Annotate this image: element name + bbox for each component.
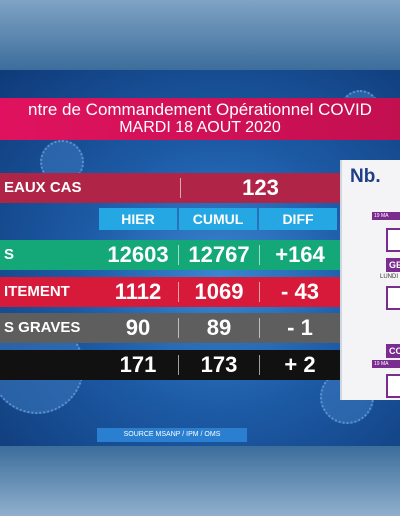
table-row: S GRAVES 90 89 - 1 xyxy=(0,313,340,343)
row-cumul: 12767 xyxy=(188,242,250,267)
row-label: ITEMENT xyxy=(4,283,70,300)
side-tag: GE xyxy=(386,258,400,272)
column-header-diff: DIFF xyxy=(259,208,337,230)
row-cumul: 1069 xyxy=(194,279,244,304)
row-diff: - 1 xyxy=(287,315,313,340)
frame-bottom xyxy=(0,446,400,516)
frame-top xyxy=(0,0,400,70)
title-banner: ntre de Commandement Opérationnel COVID … xyxy=(0,98,400,140)
table-row: S 12603 12767 +164 xyxy=(0,240,340,270)
title-line-1: ntre de Commandement Opérationnel COVID xyxy=(28,100,372,119)
divider xyxy=(180,178,181,198)
title-line-2: MARDI 18 AOUT 2020 xyxy=(119,119,281,136)
side-panel: Nb. 19 MA GE LUNDI CO 19 MA xyxy=(340,160,400,400)
row-hier: 1112 xyxy=(114,279,162,304)
side-value-box xyxy=(386,286,400,310)
column-header-cumul: CUMUL xyxy=(179,208,257,230)
row-label: S GRAVES xyxy=(4,319,81,336)
new-cases-value: 123 xyxy=(242,175,279,200)
divider xyxy=(178,245,179,265)
row-hier: 12603 xyxy=(107,242,169,267)
source-caption: SOURCE MSANP / IPM / OMS xyxy=(97,428,247,442)
row-diff: - 43 xyxy=(281,279,319,304)
row-hier: 171 xyxy=(119,352,157,377)
row-diff: +164 xyxy=(275,242,325,267)
side-sub-label: LUNDI xyxy=(380,274,399,280)
row-label: S xyxy=(4,246,15,263)
row-diff: + 2 xyxy=(284,352,316,377)
side-value-box xyxy=(386,228,400,252)
divider xyxy=(259,282,260,302)
divider xyxy=(259,355,260,375)
column-header-hier: HIER xyxy=(99,208,177,230)
side-date-bar: 19 MA xyxy=(372,212,400,220)
new-cases-label: EAUX CAS xyxy=(4,179,82,196)
side-date-bar: 19 MA xyxy=(372,360,400,368)
divider xyxy=(178,282,179,302)
divider xyxy=(259,318,260,338)
side-panel-title: Nb. xyxy=(350,166,381,187)
row-cumul: 89 xyxy=(206,315,232,340)
row-cumul: 173 xyxy=(200,352,238,377)
new-cases-row: EAUX CAS 123 xyxy=(0,173,340,203)
divider xyxy=(178,318,179,338)
table-row: 171 173 + 2 xyxy=(0,350,340,380)
row-hier: 90 xyxy=(125,315,151,340)
side-tag: CO xyxy=(386,344,400,358)
divider xyxy=(178,355,179,375)
table-row: ITEMENT 1112 1069 - 43 xyxy=(0,277,340,307)
side-value-box xyxy=(386,374,400,398)
divider xyxy=(259,245,260,265)
